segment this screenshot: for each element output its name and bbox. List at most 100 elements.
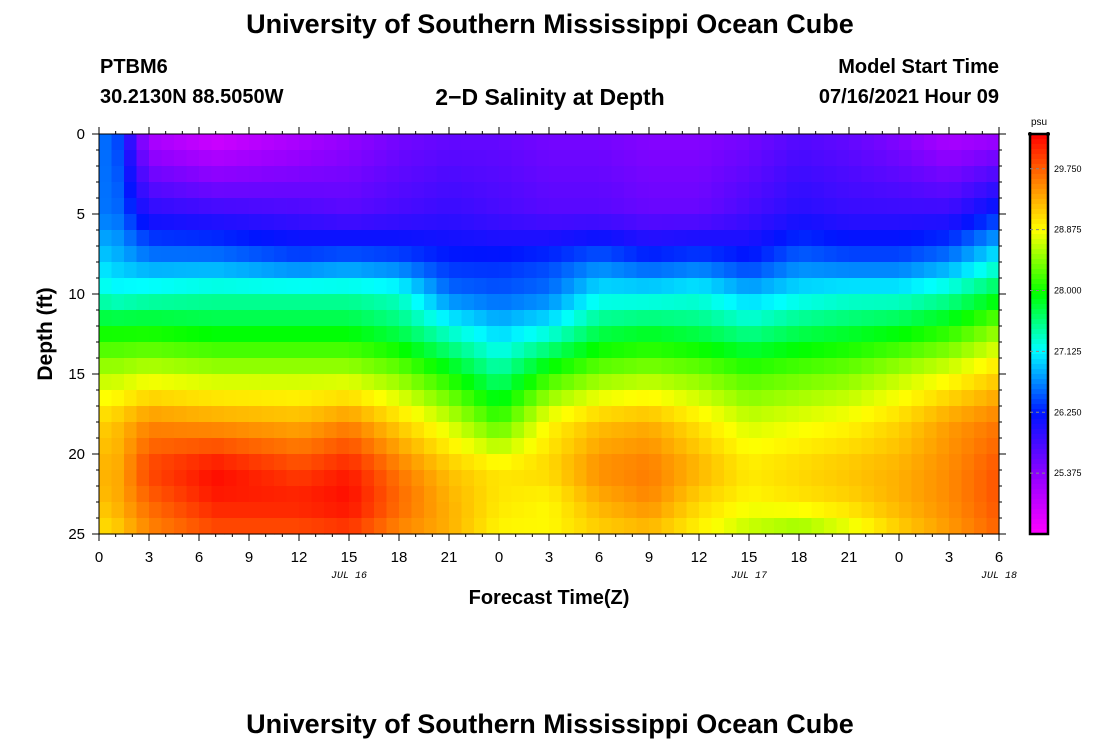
heatmap-cell — [224, 470, 238, 487]
heatmap-cell — [861, 246, 875, 263]
heatmap-cell — [461, 406, 475, 423]
heatmap-cell — [711, 262, 725, 279]
heatmap-cell — [574, 438, 588, 455]
colorbar-segment — [1030, 459, 1048, 465]
heatmap-cell — [624, 438, 638, 455]
heatmap-cell — [511, 502, 525, 519]
heatmap-cell — [799, 518, 813, 535]
heatmap-cell — [899, 502, 913, 519]
heatmap-cell — [511, 374, 525, 391]
y-tick-label: 10 — [68, 286, 85, 303]
heatmap-cell — [311, 230, 325, 247]
heatmap-cell — [786, 390, 800, 407]
heatmap-cell — [561, 198, 575, 215]
heatmap-cell — [299, 438, 313, 455]
heatmap-cell — [736, 486, 750, 503]
heatmap-cell — [511, 390, 525, 407]
heatmap-cell — [536, 246, 550, 263]
x-tick-label: 3 — [945, 549, 953, 566]
heatmap-cell — [886, 486, 900, 503]
heatmap-cell — [874, 374, 888, 391]
colorbar-segment — [1030, 229, 1048, 235]
heatmap-cell — [361, 454, 375, 471]
heatmap-cell — [536, 342, 550, 359]
heatmap-cell — [899, 182, 913, 199]
heatmap-cell — [511, 406, 525, 423]
heatmap-cell — [736, 422, 750, 439]
heatmap-cell — [561, 406, 575, 423]
heatmap-cell — [111, 214, 125, 231]
heatmap-cell — [961, 134, 975, 151]
heatmap-cell — [349, 198, 363, 215]
heatmap-cell — [511, 454, 525, 471]
heatmap-cell — [686, 246, 700, 263]
heatmap-cell — [949, 470, 963, 487]
colorbar-segment — [1030, 289, 1048, 295]
heatmap-cell — [461, 278, 475, 295]
heatmap-cell — [461, 390, 475, 407]
heatmap-cell — [824, 198, 838, 215]
heatmap-cell — [661, 326, 675, 343]
colorbar-segment — [1030, 269, 1048, 275]
heatmap-cell — [511, 470, 525, 487]
heatmap-cell — [386, 406, 400, 423]
heatmap-cell — [361, 342, 375, 359]
heatmap-cell — [361, 406, 375, 423]
heatmap-cell — [449, 166, 463, 183]
heatmap-cell — [399, 438, 413, 455]
heatmap-cell — [136, 134, 150, 151]
heatmap-cell — [474, 198, 488, 215]
heatmap-cell — [861, 502, 875, 519]
heatmap-cell — [299, 486, 313, 503]
heatmap-cell — [974, 150, 988, 167]
heatmap-cell — [599, 486, 613, 503]
heatmap-cell — [661, 518, 675, 535]
heatmap-cell — [911, 358, 925, 375]
heatmap-cell — [399, 182, 413, 199]
heatmap-cell — [524, 182, 538, 199]
heatmap-cell — [799, 502, 813, 519]
heatmap-cell — [811, 246, 825, 263]
heatmap-cell — [161, 230, 175, 247]
heatmap-cell — [824, 502, 838, 519]
heatmap-cell — [449, 374, 463, 391]
heatmap-cell — [561, 246, 575, 263]
heatmap-cell — [674, 390, 688, 407]
heatmap-cell — [824, 166, 838, 183]
heatmap-cell — [649, 454, 663, 471]
heatmap-cell — [899, 486, 913, 503]
heatmap-cell — [324, 134, 338, 151]
heatmap-cell — [149, 214, 163, 231]
heatmap-cell — [249, 246, 263, 263]
heatmap-cell — [549, 182, 563, 199]
heatmap-cell — [536, 182, 550, 199]
heatmap-cell — [536, 278, 550, 295]
heatmap-cell — [524, 454, 538, 471]
heatmap-cell — [799, 454, 813, 471]
heatmap-cell — [499, 182, 513, 199]
heatmap-cell — [99, 310, 113, 327]
heatmap-cell — [111, 374, 125, 391]
heatmap-cell — [186, 182, 200, 199]
heatmap-cell — [236, 278, 250, 295]
heatmap-cell — [124, 294, 138, 311]
heatmap-cell — [99, 422, 113, 439]
heatmap-cell — [761, 406, 775, 423]
heatmap-cell — [649, 470, 663, 487]
heatmap-cell — [474, 182, 488, 199]
heatmap-cell — [299, 134, 313, 151]
heatmap-cell — [349, 214, 363, 231]
heatmap-cell — [474, 342, 488, 359]
date-label: JUL 17 — [731, 571, 767, 582]
heatmap-cell — [824, 150, 838, 167]
heatmap-cell — [924, 454, 938, 471]
heatmap-cell — [499, 326, 513, 343]
heatmap-cell — [274, 134, 288, 151]
heatmap-cell — [186, 262, 200, 279]
heatmap-cell — [711, 326, 725, 343]
colorbar-segment — [1030, 449, 1048, 455]
heatmap-cell — [836, 150, 850, 167]
heatmap-cell — [949, 454, 963, 471]
heatmap-cell — [149, 150, 163, 167]
heatmap-cell — [986, 454, 1000, 471]
